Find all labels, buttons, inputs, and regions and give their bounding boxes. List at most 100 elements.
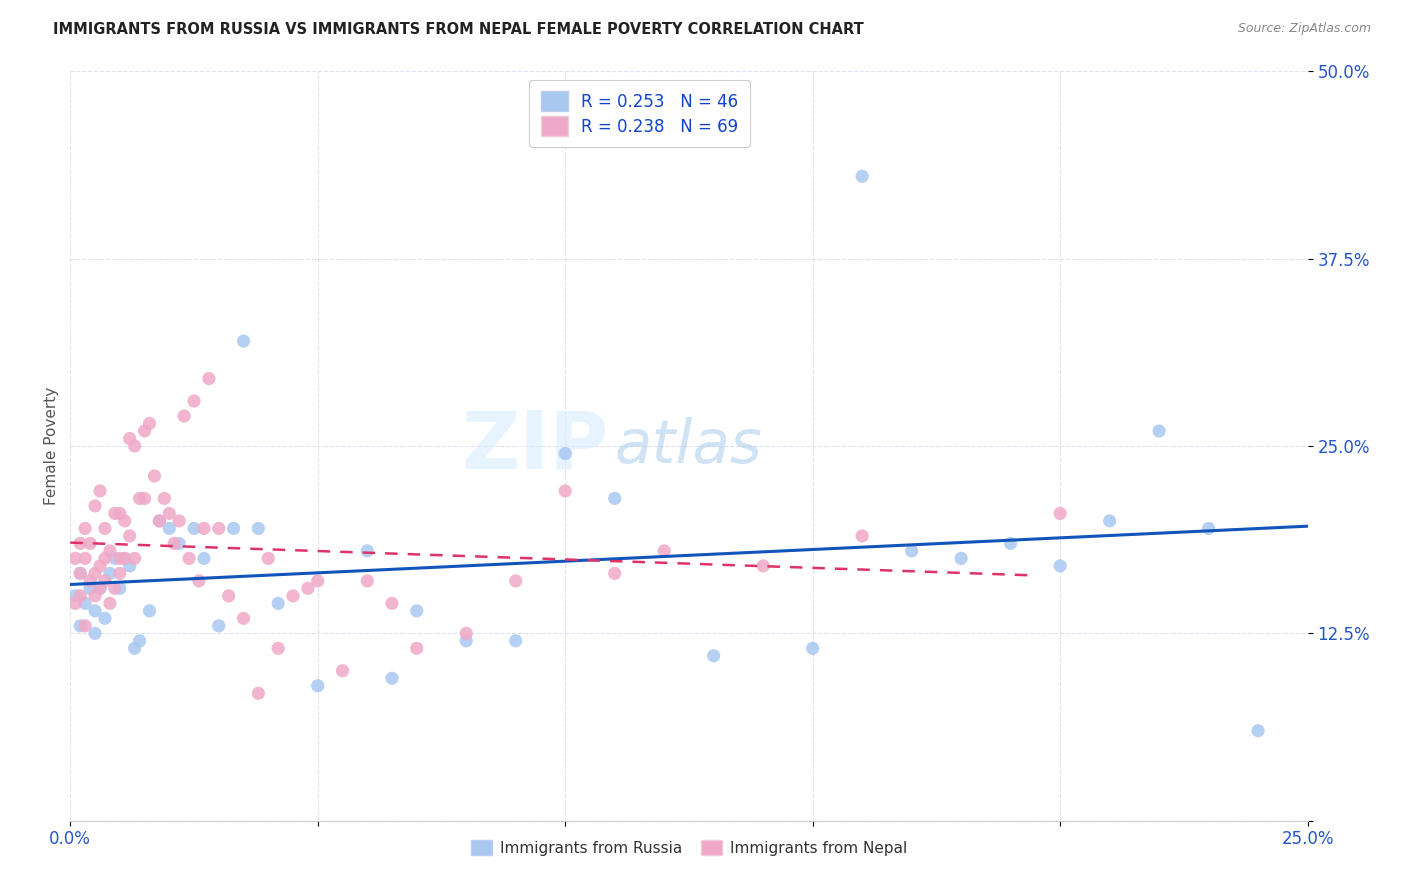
Y-axis label: Female Poverty: Female Poverty: [44, 387, 59, 505]
Point: [148, 514, 170, 528]
Text: Source: ZipAtlas.com: Source: ZipAtlas.com: [1237, 22, 1371, 36]
Point: [208, 619, 231, 633]
Point: [652, 544, 675, 558]
Point: [94, 611, 117, 625]
Point: [177, 551, 200, 566]
Point: [84, 626, 107, 640]
Point: [1198, 521, 1220, 535]
Point: [75, 619, 97, 633]
Point: [405, 641, 427, 656]
Point: [267, 596, 290, 610]
Point: [332, 664, 354, 678]
Point: [104, 507, 127, 521]
Point: [118, 432, 141, 446]
Point: [118, 558, 141, 573]
Point: [65, 589, 87, 603]
Point: [89, 483, 111, 498]
Point: [505, 574, 527, 588]
Point: [94, 521, 117, 535]
Point: [167, 536, 190, 550]
Point: [1049, 507, 1071, 521]
Point: [134, 491, 156, 506]
Point: [153, 491, 176, 506]
Point: [232, 334, 254, 348]
Point: [79, 536, 101, 550]
Point: [114, 551, 136, 566]
Point: [307, 574, 329, 588]
Point: [124, 641, 146, 656]
Point: [222, 521, 245, 535]
Point: [98, 544, 121, 558]
Point: [603, 566, 626, 581]
Point: [752, 558, 775, 573]
Point: [114, 551, 136, 566]
Point: [505, 633, 527, 648]
Point: [157, 521, 180, 535]
Point: [188, 574, 211, 588]
Point: [84, 604, 107, 618]
Point: [98, 596, 121, 610]
Point: [851, 529, 873, 543]
Point: [84, 589, 107, 603]
Point: [84, 566, 107, 581]
Legend: Immigrants from Russia, Immigrants from Nepal: Immigrants from Russia, Immigrants from …: [465, 833, 912, 862]
Text: IMMIGRANTS FROM RUSSIA VS IMMIGRANTS FROM NEPAL FEMALE POVERTY CORRELATION CHART: IMMIGRANTS FROM RUSSIA VS IMMIGRANTS FRO…: [53, 22, 865, 37]
Point: [128, 633, 150, 648]
Point: [89, 558, 111, 573]
Point: [193, 521, 215, 535]
Point: [75, 521, 97, 535]
Point: [405, 604, 427, 618]
Text: ZIP: ZIP: [461, 407, 609, 485]
Point: [148, 514, 170, 528]
Point: [84, 499, 107, 513]
Point: [297, 582, 319, 596]
Point: [183, 394, 205, 409]
Point: [128, 491, 150, 506]
Point: [193, 551, 215, 566]
Point: [456, 626, 478, 640]
Point: [801, 641, 824, 656]
Point: [124, 551, 146, 566]
Point: [108, 582, 131, 596]
Point: [1049, 558, 1071, 573]
Point: [198, 371, 221, 385]
Point: [257, 551, 280, 566]
Point: [232, 611, 254, 625]
Point: [1098, 514, 1121, 528]
Point: [183, 521, 205, 535]
Point: [1000, 536, 1022, 550]
Point: [267, 641, 290, 656]
Point: [75, 551, 97, 566]
Point: [79, 582, 101, 596]
Point: [138, 417, 160, 431]
Point: [98, 566, 121, 581]
Point: [208, 521, 231, 535]
Point: [69, 619, 91, 633]
Point: [108, 566, 131, 581]
Point: [69, 589, 91, 603]
Point: [134, 424, 156, 438]
Point: [247, 521, 270, 535]
Point: [118, 529, 141, 543]
Point: [69, 566, 91, 581]
Point: [108, 551, 131, 566]
Point: [456, 633, 478, 648]
Point: [69, 536, 91, 550]
Point: [381, 671, 404, 685]
Point: [79, 574, 101, 588]
Point: [65, 551, 87, 566]
Point: [94, 574, 117, 588]
Point: [356, 574, 378, 588]
Point: [1147, 424, 1170, 438]
Point: [851, 169, 873, 184]
Point: [173, 409, 195, 423]
Point: [65, 596, 87, 610]
Point: [307, 679, 329, 693]
Point: [603, 491, 626, 506]
Point: [281, 589, 304, 603]
Point: [703, 648, 725, 663]
Point: [104, 582, 127, 596]
Point: [114, 514, 136, 528]
Point: [94, 551, 117, 566]
Point: [89, 582, 111, 596]
